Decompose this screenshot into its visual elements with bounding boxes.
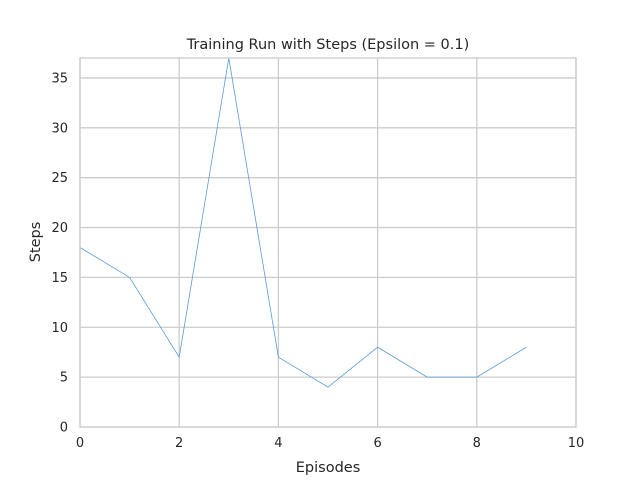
x-tick-label: 0 bbox=[76, 436, 84, 451]
x-tick-label: 8 bbox=[473, 436, 481, 451]
x-tick-label: 2 bbox=[175, 436, 183, 451]
plot-frame bbox=[79, 57, 577, 428]
y-tick-label: 20 bbox=[51, 221, 68, 236]
x-axis-label: Episodes bbox=[296, 460, 361, 476]
y-tick-label: 30 bbox=[51, 121, 68, 136]
x-tick-label: 4 bbox=[274, 436, 282, 451]
x-axis-ticks: 0 2 4 6 8 10 bbox=[76, 436, 584, 451]
x-tick-label: 10 bbox=[568, 436, 585, 451]
x-tick-label: 6 bbox=[373, 436, 381, 451]
y-tick-label: 5 bbox=[60, 371, 68, 386]
y-tick-label: 15 bbox=[51, 271, 68, 286]
y-tick-label: 10 bbox=[51, 321, 68, 336]
series-line bbox=[79, 57, 527, 388]
y-tick-label: 0 bbox=[60, 421, 68, 436]
y-axis-ticks: 0 5 10 15 20 25 30 35 bbox=[51, 71, 68, 435]
y-tick-label: 35 bbox=[51, 71, 68, 86]
series-layer bbox=[79, 57, 527, 388]
chart-title: Training Run with Steps (Epsilon = 0.1) bbox=[186, 37, 470, 53]
y-axis-label: Steps bbox=[28, 222, 44, 263]
y-tick-label: 25 bbox=[51, 171, 68, 186]
